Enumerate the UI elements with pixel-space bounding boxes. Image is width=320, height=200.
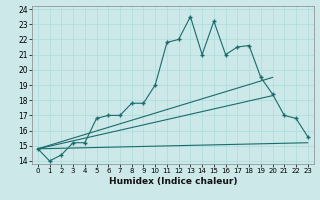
X-axis label: Humidex (Indice chaleur): Humidex (Indice chaleur) bbox=[108, 177, 237, 186]
